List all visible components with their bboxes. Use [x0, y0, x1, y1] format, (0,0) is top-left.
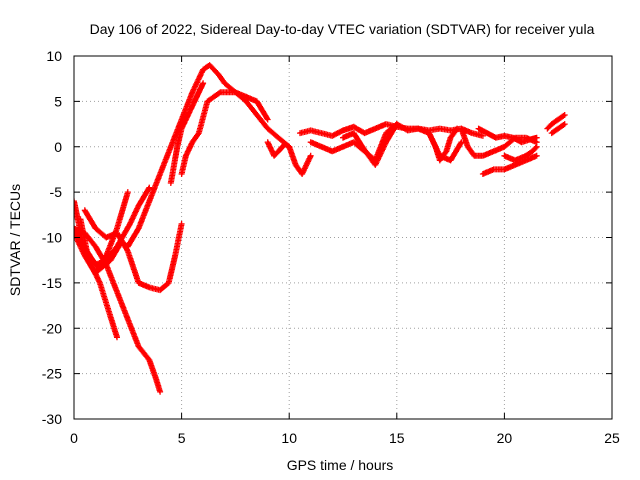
y-tick-label: -30: [42, 411, 62, 427]
y-tick-label: 5: [54, 93, 62, 109]
data-points: [74, 62, 568, 395]
gridlines: [74, 56, 612, 419]
point-markers: [548, 121, 568, 137]
series-track-16: [479, 152, 540, 177]
y-tick-label: -15: [42, 275, 62, 291]
point-markers: [475, 125, 540, 146]
point-markers: [167, 80, 207, 186]
y-tick-label: -20: [42, 320, 62, 336]
series-track-15: [475, 125, 540, 146]
series-track-17: [501, 143, 540, 164]
y-tick-label: 10: [46, 48, 62, 64]
y-axis-label: SDTVAR / TECUs: [7, 184, 23, 296]
point-markers: [479, 152, 540, 177]
series-track-13: [426, 125, 461, 164]
axis-ticks: 0 5 10 15 20 25 10 5 0 -5 -10 -15 -20 -25 -30: [42, 48, 620, 446]
x-tick-label: 20: [497, 430, 513, 446]
x-tick-label: 15: [389, 430, 405, 446]
series-track-6: [74, 62, 293, 273]
point-markers: [544, 112, 568, 132]
point-markers: [74, 62, 293, 273]
series-track-8: [178, 89, 271, 177]
series-track-2: [74, 225, 164, 395]
x-tick-label: 25: [604, 430, 620, 446]
point-markers: [340, 121, 400, 168]
x-tick-label: 0: [70, 430, 78, 446]
chart-title: Day 106 of 2022, Sidereal Day-to-day VTE…: [90, 21, 595, 37]
point-markers: [264, 139, 314, 177]
series-track-12: [340, 121, 400, 168]
x-tick-label: 10: [281, 430, 297, 446]
x-tick-label: 5: [178, 430, 186, 446]
point-markers: [178, 89, 271, 177]
y-tick-label: 0: [54, 139, 62, 155]
series-track-7: [167, 80, 207, 186]
series-track-19: [548, 121, 568, 137]
point-markers: [74, 225, 164, 395]
series-track-9: [264, 139, 314, 177]
y-tick-label: -25: [42, 366, 62, 382]
x-axis-label: GPS time / hours: [287, 457, 394, 473]
point-markers: [426, 125, 461, 164]
y-tick-label: -10: [42, 230, 62, 246]
y-tick-label: -5: [50, 184, 63, 200]
point-markers: [501, 143, 540, 164]
series-track-18: [544, 112, 568, 132]
